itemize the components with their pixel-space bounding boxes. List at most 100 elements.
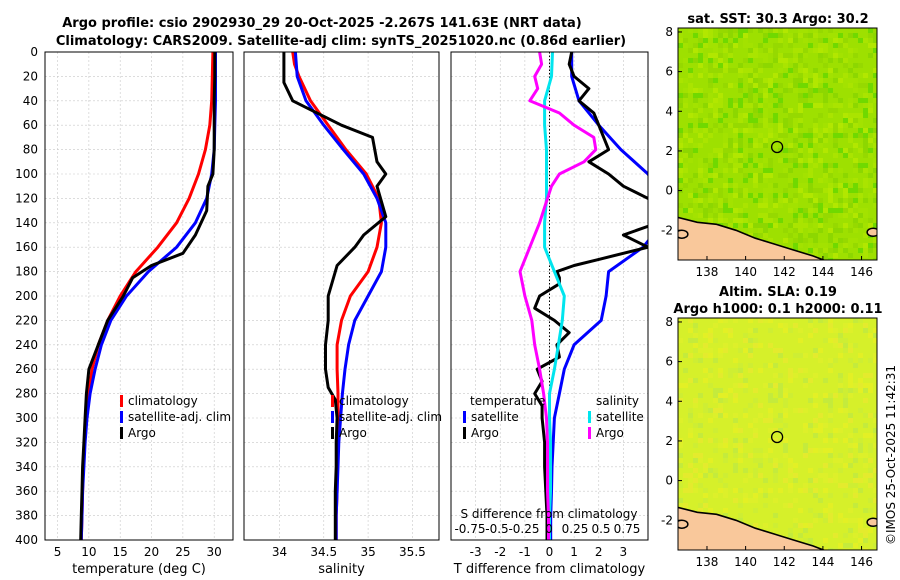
sla-map-field-cell: [788, 378, 793, 383]
sla-map-field-cell: [873, 338, 877, 343]
sla-map-field-cell: [678, 463, 683, 468]
sst-map-field-cell: [748, 58, 753, 63]
sla-map-field-cell: [713, 388, 718, 393]
sst-map-field-cell: [768, 218, 773, 223]
sla-map-field-cell: [853, 388, 858, 393]
sst-map-field-cell: [723, 148, 728, 153]
sla-map-field-cell: [773, 373, 778, 378]
sst-map-field-cell: [873, 38, 877, 43]
sla-map-field-cell: [708, 338, 713, 343]
sla-map-field-cell: [748, 423, 753, 428]
sst-map-field-cell: [683, 183, 688, 188]
sst-map-field-cell: [723, 68, 728, 73]
sst-map-field-cell: [683, 88, 688, 93]
sst-map-field-cell: [738, 113, 743, 118]
sst-map-field-cell: [823, 218, 828, 223]
sla-map-field-cell: [733, 438, 738, 443]
sal-axes-frame: [243, 51, 440, 541]
temp-legend-swatch: [120, 395, 123, 407]
sla-map-field-cell: [808, 448, 813, 453]
sla-map-field-cell: [798, 408, 803, 413]
sla-map-field-cell: [698, 433, 703, 438]
sst-map-field-cell: [863, 178, 868, 183]
sla-map-field-cell: [733, 383, 738, 388]
sla-map-field-cell: [703, 503, 708, 508]
sla-map-field-cell: [833, 473, 838, 478]
sst-map-field-cell: [783, 148, 788, 153]
sst-map-field-cell: [753, 88, 758, 93]
sst-map-field-cell: [713, 113, 718, 118]
sst-map-field-cell: [683, 168, 688, 173]
sst-map-field-cell: [873, 28, 877, 33]
sla-map-field-cell: [723, 393, 728, 398]
sla-map-field-cell: [843, 323, 848, 328]
sla-map-field-cell: [738, 383, 743, 388]
sst-map-field-cell: [708, 43, 713, 48]
sst-map-axes-frame: [677, 27, 878, 261]
sla-map-field-cell: [818, 428, 823, 433]
sst-map-field-cell: [688, 153, 693, 158]
sst-map-field-cell: [733, 123, 738, 128]
sst-map-field-cell: [733, 38, 738, 43]
sla-map-field-cell: [693, 443, 698, 448]
sst-map-field-cell: [848, 103, 853, 108]
sal-legend-entry: satellite-adj. clim: [339, 410, 442, 424]
sst-map-field-cell: [753, 53, 758, 58]
sst-map-field-cell: [808, 188, 813, 193]
sla-map-field-cell: [803, 368, 808, 373]
sla-map-field-cell: [818, 513, 823, 518]
sst-map-field-cell: [873, 198, 877, 203]
sst-map-field-cell: [728, 33, 733, 38]
sla-map-field-cell: [813, 393, 818, 398]
sst-map-field-cell: [763, 123, 768, 128]
sst-map-field-cell: [708, 168, 713, 173]
sla-map-field-cell: [813, 488, 818, 493]
sst-map-field-cell: [873, 73, 877, 78]
sst-map-field-cell: [863, 108, 868, 113]
sst-map-field-cell: [773, 133, 778, 138]
sst-map-field-cell: [768, 238, 773, 243]
sal-x-tick-label: 34: [272, 545, 287, 559]
sla-map-field-cell: [763, 478, 768, 483]
sst-map-field-cell: [838, 43, 843, 48]
sst-map-field-cell: [798, 58, 803, 63]
sst-map-field-cell: [748, 138, 753, 143]
sla-map-y-tick-label: 0: [665, 474, 673, 488]
sst-map-field-cell: [808, 78, 813, 83]
sst-map-field-cell: [793, 158, 798, 163]
sst-map-field-cell: [698, 108, 703, 113]
sla-map-field-cell: [868, 478, 873, 483]
sla-map-field-cell: [828, 448, 833, 453]
sst-map-field-cell: [733, 168, 738, 173]
sst-map-field-cell: [708, 113, 713, 118]
sst-map-field-cell: [843, 78, 848, 83]
sst-map-field-cell: [723, 208, 728, 213]
sst-map-field-cell: [763, 203, 768, 208]
sst-map-field-cell: [748, 78, 753, 83]
sst-map-field-cell: [738, 63, 743, 68]
sst-map-field-cell: [838, 208, 843, 213]
sst-map-field-cell: [758, 213, 763, 218]
sla-map-field-cell: [768, 393, 773, 398]
sst-map-field-cell: [828, 248, 833, 253]
sst-map-field-cell: [768, 33, 773, 38]
sla-map-field-cell: [698, 413, 703, 418]
sst-map-field-cell: [848, 228, 853, 233]
sla-map-field-cell: [803, 453, 808, 458]
sst-map-field-cell: [758, 193, 763, 198]
sst-map-field-cell: [693, 43, 698, 48]
sst-map-field-cell: [868, 103, 873, 108]
sst-map-field-cell: [863, 248, 868, 253]
sla-map-field-cell: [693, 458, 698, 463]
sla-map-field-cell: [708, 458, 713, 463]
sst-map-field-cell: [758, 28, 763, 33]
sst-map-field-cell: [823, 163, 828, 168]
sla-map-field-cell: [828, 508, 833, 513]
sst-map-field-cell: [803, 38, 808, 43]
sst-map-field-cell: [848, 98, 853, 103]
sst-map-field-cell: [723, 183, 728, 188]
sst-map-field-cell: [718, 188, 723, 193]
sst-map-field-cell: [833, 208, 838, 213]
sla-map-field-cell: [723, 443, 728, 448]
sst-map-field-cell: [798, 183, 803, 188]
